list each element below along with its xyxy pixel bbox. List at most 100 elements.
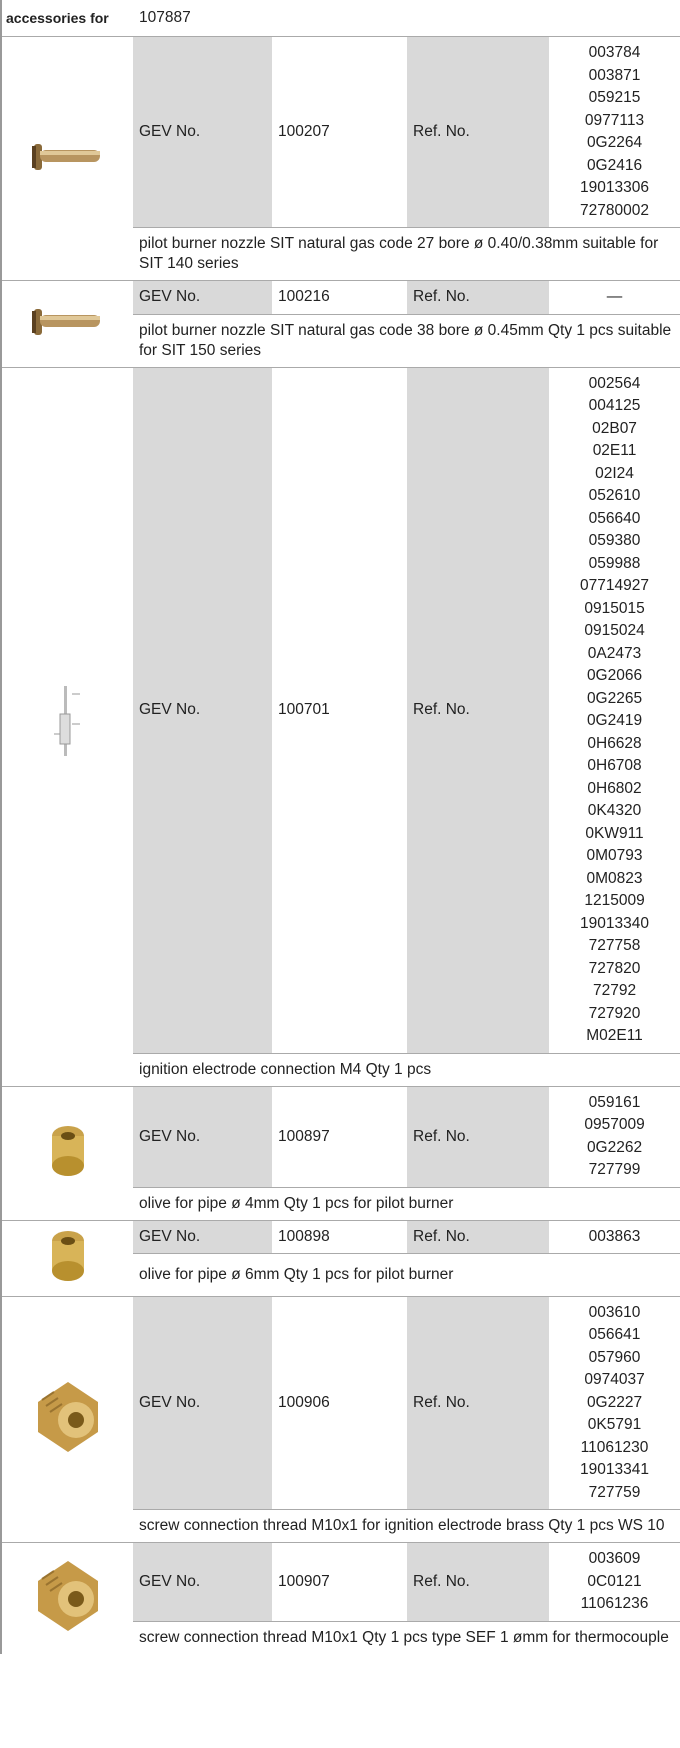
description: screw connection thread M10x1 Qty 1 pcs … <box>133 1620 680 1654</box>
gev-no: 100897 <box>272 1085 407 1187</box>
ref-no: 0K5791 <box>587 1416 642 1433</box>
ref-no: 057960 <box>588 1348 641 1366</box>
ref-no: 0G2227 <box>586 1393 643 1411</box>
ref-label: Ref. No. <box>407 366 549 1053</box>
ref-no: 0974037 <box>584 1371 645 1388</box>
gev-label: GEV No. <box>133 36 272 228</box>
ref-list: 003610 056641 057960 0974037 0G2227 0K5791 110… <box>549 1295 680 1510</box>
ref-no: 0C0121 <box>587 1572 642 1590</box>
ref-no: 059380 <box>588 532 641 549</box>
ref-list: 003863 <box>549 1219 680 1254</box>
ref-no: 0915015 <box>584 599 645 617</box>
ref-no: 19013341 <box>580 1461 649 1478</box>
ref-list: 003784 003871 059215 0977113 0G2264 0G2416 190… <box>549 36 680 228</box>
description: olive for pipe ø 6mm Qty 1 pcs for pilot… <box>133 1253 680 1296</box>
header-row: accessories for 107887 <box>2 0 680 37</box>
ref-no: 0KW911 <box>585 824 644 842</box>
item-image <box>2 1295 133 1543</box>
description-row: olive for pipe ø 6mm Qty 1 pcs for pilot… <box>2 1253 680 1296</box>
page: accessories for 107887 GEV No. 100207 Ref.… <box>0 0 680 1654</box>
ref-label: Ref. No. <box>407 280 549 314</box>
gev-label: GEV No. <box>133 1219 272 1254</box>
ref-list: 059161 0957009 0G2262 727799 <box>549 1085 680 1187</box>
description: pilot burner nozzle SIT natural gas code… <box>133 313 680 367</box>
ref-no: 059215 <box>588 89 641 106</box>
ref-no: 0G2264 <box>586 134 643 151</box>
ref-no: 02I24 <box>595 464 634 482</box>
ref-no: 056640 <box>588 509 641 527</box>
ref-no: 0G2416 <box>586 156 643 174</box>
ref-no: 72792 <box>592 982 637 999</box>
ref-no: 0H6708 <box>587 757 642 774</box>
ref-no: 0A2473 <box>587 644 642 662</box>
ref-no: 0M0823 <box>586 869 643 887</box>
ref-no: 02E11 <box>592 442 637 459</box>
item-image <box>2 366 133 1086</box>
description-row: screw connection thread M10x1 for igniti… <box>2 1509 680 1543</box>
ref-no: 004125 <box>588 397 641 414</box>
ref-no: 056641 <box>588 1326 641 1343</box>
gev-no: 100906 <box>272 1295 407 1510</box>
ref-no: 02B07 <box>592 419 637 437</box>
gev-label: GEV No. <box>133 1295 272 1510</box>
item-image <box>2 1542 133 1654</box>
product-image <box>53 686 80 756</box>
ref-no: 727920 <box>588 1004 641 1022</box>
ref-no: 003609 <box>588 1550 641 1567</box>
gev-label: GEV No. <box>133 366 272 1053</box>
ref-label: Ref. No. <box>407 1085 549 1187</box>
ref-no: 0H6628 <box>587 734 642 752</box>
ref-no: 0G2265 <box>586 689 643 707</box>
ref-no: 059161 <box>588 1093 641 1111</box>
gev-label: GEV No. <box>133 1085 272 1187</box>
ref-no: 07714927 <box>580 577 649 594</box>
item-row: GEV No. 100907 Ref. No. 003609 0C0121 1106123… <box>2 1542 680 1654</box>
ref-no: 003871 <box>588 66 641 84</box>
ref-no: 727799 <box>588 1161 641 1178</box>
ref-list: 002564 004125 02B07 02E11 02I24 052610 056640 0… <box>549 366 680 1053</box>
ref-no: 727758 <box>588 937 641 954</box>
header-value: 107887 <box>139 9 191 26</box>
ref-no: 0M0793 <box>586 847 643 864</box>
product-image <box>37 1381 98 1452</box>
ref-no: 0915024 <box>584 622 645 639</box>
item-row: GEV No. 100216 Ref. No. — <box>2 280 680 367</box>
ref-no: 0G2419 <box>586 712 643 729</box>
description: olive for pipe ø 4mm Qty 1 pcs for pilot… <box>133 1186 680 1220</box>
gev-no: 100907 <box>272 1542 407 1621</box>
ref-no: 19013306 <box>580 179 649 196</box>
ref-no: 0957009 <box>584 1116 645 1133</box>
item-row: GEV No. 100906 Ref. No. 003610 056641 057960 0… <box>2 1295 680 1543</box>
description-row: pilot burner nozzle SIT natural gas code… <box>2 227 680 281</box>
ref-no: 003784 <box>588 44 641 61</box>
ref-no: 0G2066 <box>586 667 643 684</box>
ref-list: — <box>549 280 680 314</box>
ref-no: 11061230 <box>580 1438 649 1456</box>
gev-no: 100701 <box>272 366 407 1053</box>
ref-label: Ref. No. <box>407 1219 549 1254</box>
product-image <box>31 144 100 170</box>
description-row: pilot burner nozzle SIT natural gas code… <box>2 313 680 367</box>
ref-no: 72780002 <box>580 201 649 219</box>
gev-label: GEV No. <box>133 1542 272 1621</box>
ref-no: 727759 <box>588 1483 641 1501</box>
ref-no: 052610 <box>588 487 641 504</box>
ref-no: 0K4320 <box>587 802 642 819</box>
ref-no: 003863 <box>588 1227 641 1245</box>
ref-no: M02E11 <box>586 1027 643 1044</box>
ref-list: 003609 0C0121 11061236 <box>549 1542 680 1621</box>
item-image <box>2 1219 133 1296</box>
item-row: GEV No. 100897 Ref. No. 059161 0957009 0G2262… <box>2 1085 680 1220</box>
description: screw connection thread M10x1 for igniti… <box>133 1509 680 1543</box>
description-row: screw connection thread M10x1 Qty 1 pcs … <box>2 1620 680 1654</box>
item-image <box>2 280 133 367</box>
ref-no: 0H6802 <box>587 779 642 797</box>
item-image <box>2 1085 133 1220</box>
item-row: GEV No. 100207 Ref. No. 003784 003871 059215 0… <box>2 36 680 281</box>
gev-no: 100898 <box>272 1219 407 1254</box>
ref-no: 002564 <box>588 374 641 392</box>
item-row: GEV No. 100898 Ref. No. 003863 <box>2 1219 680 1296</box>
ref-no: 11061236 <box>580 1595 649 1612</box>
gev-no: 100207 <box>272 36 407 228</box>
ref-label: Ref. No. <box>407 1542 549 1621</box>
